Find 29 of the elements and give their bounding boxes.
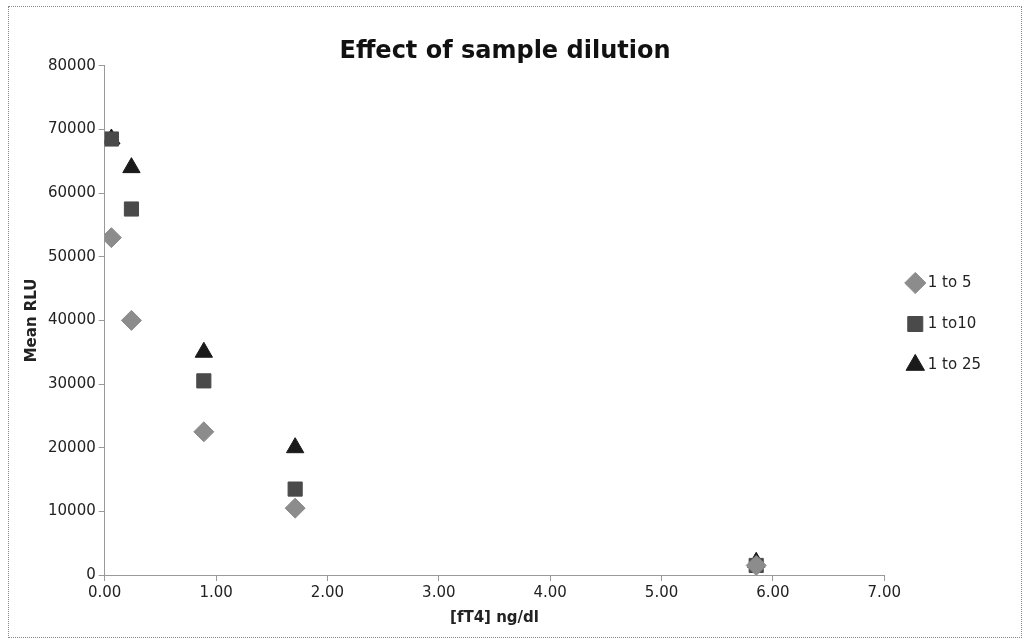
y-tick-label: 70000: [48, 119, 96, 138]
legend-label: 1 to 5: [927, 272, 972, 291]
x-tick-label: 1.00: [199, 582, 233, 601]
point: [193, 421, 215, 443]
x-tick-label: 0.00: [88, 582, 122, 601]
point: [287, 481, 303, 497]
x-tick-label: 4.00: [533, 582, 567, 601]
x-tick-label: 2.00: [310, 582, 345, 601]
x-tick-label: 7.00: [867, 582, 901, 601]
chart-title: Effect of sample dilution: [339, 35, 671, 64]
y-tick-label: 80000: [48, 55, 96, 74]
y-axis-title: Mean RLU: [21, 278, 40, 363]
y-tick-label: 30000: [48, 373, 96, 392]
point: [196, 373, 212, 389]
y-tick-label: 20000: [48, 437, 96, 456]
y-tick-label: 40000: [48, 310, 96, 329]
point: [123, 201, 140, 217]
point: [120, 309, 142, 331]
point: [284, 497, 306, 519]
y-tick-label: 0: [86, 564, 96, 583]
x-tick-label: 5.00: [644, 582, 679, 601]
x-axis-title: [fT4] ng/dl: [450, 607, 539, 626]
x-tick-label: 3.00: [422, 582, 456, 601]
legend-label: 1 to 25: [927, 354, 982, 373]
legend-label: 1 to10: [927, 313, 977, 332]
y-tick-label: 10000: [48, 501, 96, 520]
y-tick-label: 50000: [48, 246, 96, 265]
y-tick-label: 60000: [48, 182, 96, 201]
x-tick-label: 6.00: [756, 582, 790, 601]
